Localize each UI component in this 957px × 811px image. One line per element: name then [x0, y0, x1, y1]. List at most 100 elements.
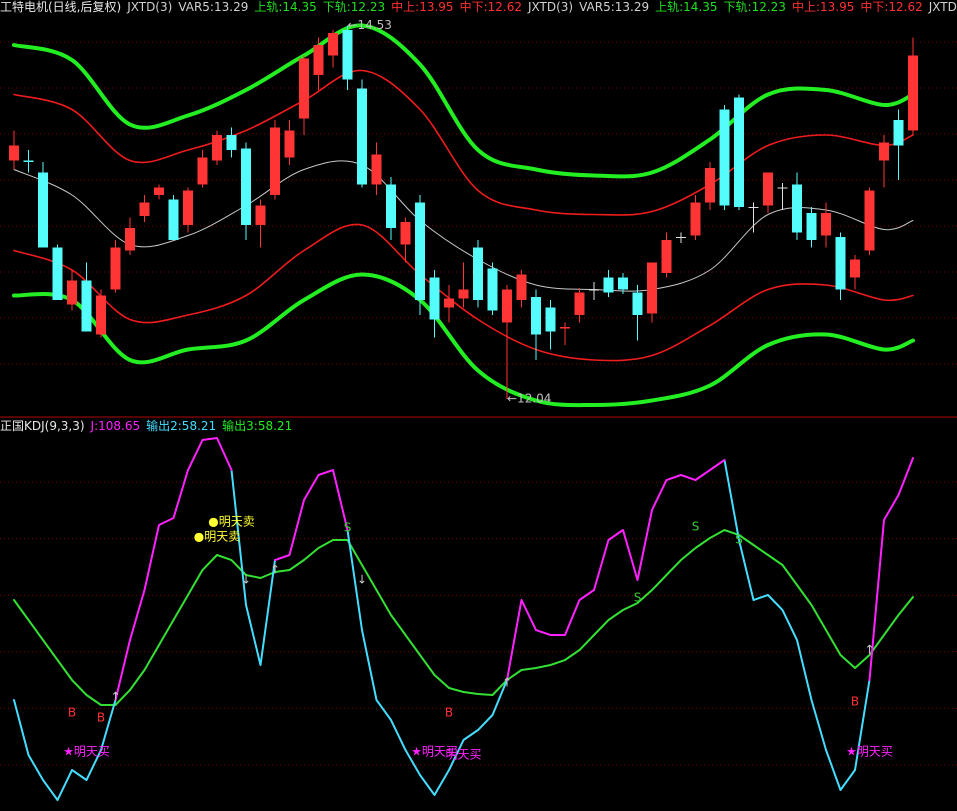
candle-body	[38, 172, 48, 248]
candle-body	[603, 277, 614, 293]
candle-body	[806, 213, 817, 240]
series-line	[13, 69, 914, 216]
candle-body	[647, 262, 657, 314]
annotation: S	[634, 590, 642, 604]
candle-body	[52, 247, 63, 300]
stock-title: 工特电机(日线,后复权)	[0, 0, 122, 14]
annotation: ←12.04	[507, 392, 551, 406]
annotation: B	[851, 694, 859, 708]
candle-body	[212, 135, 222, 161]
candle-body	[168, 199, 179, 240]
annotation: ●明天卖	[208, 515, 254, 529]
candle-body	[516, 274, 527, 300]
candle-body	[835, 237, 846, 290]
candle-body	[400, 222, 411, 245]
candle-body	[574, 292, 585, 315]
candle-body	[705, 168, 715, 203]
candle-body	[748, 207, 759, 208]
indicator-label: 中上:13.95	[391, 0, 454, 14]
candle-body	[125, 228, 135, 251]
candle-body	[183, 190, 193, 225]
legend-entry: J:108.65	[90, 419, 141, 433]
annotation: B	[97, 710, 105, 724]
candle-body	[589, 289, 599, 291]
candle-body	[777, 187, 788, 189]
candle-body	[9, 145, 19, 161]
candle-body	[313, 45, 324, 75]
candle-body	[850, 259, 860, 278]
candle-body	[342, 30, 353, 80]
kdj-header: 正国KDJ(9,3,3) J:108.65 输出2:58.21 输出3:58.21	[0, 419, 957, 434]
annotation: S	[692, 520, 700, 534]
candle-body	[763, 172, 773, 206]
series-line	[346, 529, 508, 796]
annotation: S	[735, 533, 743, 547]
series-line	[274, 469, 349, 562]
candle-body	[415, 202, 425, 300]
candle-body	[487, 268, 498, 311]
candle-body	[719, 109, 730, 206]
indicator-label: 下轨:12.23	[723, 0, 786, 14]
candle-body	[371, 154, 382, 185]
candle-body	[676, 237, 686, 238]
candle-body	[197, 157, 208, 185]
candle-body	[502, 289, 512, 323]
candle-body	[661, 240, 672, 273]
candle-body	[23, 160, 34, 162]
annotation: ↓	[241, 572, 251, 586]
annotation: ★明天买	[846, 745, 893, 759]
candle-body	[154, 187, 164, 195]
candle-body	[545, 307, 556, 332]
candle-body	[328, 33, 338, 56]
series-line	[868, 457, 914, 682]
annotation: ←14.53	[348, 18, 392, 32]
candle-body	[632, 292, 643, 315]
annotation: ↑	[270, 563, 280, 577]
candle-body	[357, 88, 367, 185]
series-line	[723, 459, 871, 792]
candle-body	[821, 213, 831, 236]
kdj-title: 正国KDJ(9,3,3)	[0, 419, 85, 433]
candle-body	[270, 127, 280, 195]
candle-body	[110, 247, 121, 290]
annotation: ★明天买	[63, 745, 110, 759]
annotation: ↑	[110, 690, 120, 704]
candle-body	[734, 97, 744, 207]
annotation: 明天买	[445, 748, 481, 762]
series-line	[12, 272, 915, 408]
candle-body	[139, 202, 150, 216]
annotation: ↓	[357, 572, 367, 586]
series-line	[13, 160, 914, 292]
indicator-label: 中下:12.62	[459, 0, 522, 14]
series-line	[13, 699, 117, 802]
annotation: ↑	[864, 642, 874, 656]
candle-body	[81, 280, 92, 332]
candle-body	[618, 277, 628, 290]
annotation: S	[344, 520, 352, 534]
candle-body	[284, 130, 295, 158]
series-line	[230, 469, 276, 666]
legend-entry: 输出2:58.21	[146, 419, 217, 433]
annotation: ●明天卖	[194, 529, 240, 543]
candle-body	[255, 205, 266, 225]
indicator-label: 中上:13.95	[791, 0, 855, 14]
series-line	[12, 23, 915, 179]
candle-body	[96, 295, 106, 335]
candle-body	[879, 142, 889, 161]
candle-body	[299, 58, 309, 119]
candle-body	[893, 120, 904, 146]
candle-body	[386, 184, 396, 228]
indicator-label: JXTD(3)	[928, 0, 957, 14]
annotation: ↑	[502, 675, 512, 689]
series-line	[13, 529, 914, 706]
indicator-label: 下轨:12.23	[322, 0, 386, 14]
candle-body	[458, 289, 469, 299]
price-header: 工特电机(日线,后复权) JXTD(3) VAR5:13.29 上轨:14.35 下轨…	[0, 0, 957, 15]
indicator-label: 上轨:14.35	[655, 0, 718, 14]
annotation: B	[68, 706, 76, 720]
annotation: B	[445, 706, 453, 720]
indicator-label: 上轨:14.35	[254, 0, 317, 14]
